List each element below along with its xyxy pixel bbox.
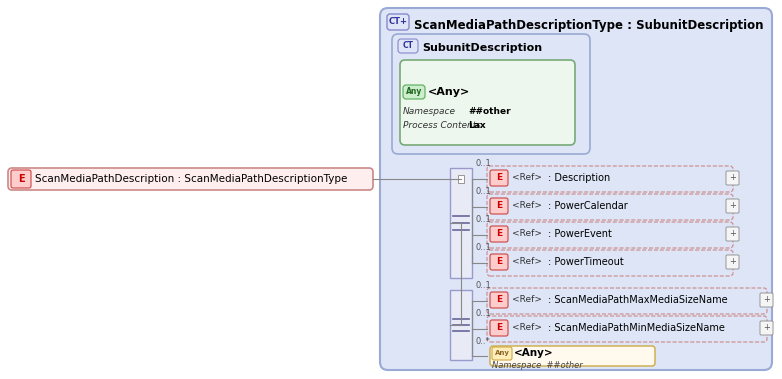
Text: 0..1: 0..1 xyxy=(476,282,492,290)
Text: Any: Any xyxy=(494,351,510,357)
Text: Any: Any xyxy=(406,88,422,97)
Text: : PowerTimeout: : PowerTimeout xyxy=(548,257,624,267)
Text: 0..1: 0..1 xyxy=(476,243,492,252)
Text: <Ref>: <Ref> xyxy=(512,324,542,332)
Text: <Ref>: <Ref> xyxy=(512,202,542,210)
Text: E: E xyxy=(496,257,502,266)
Text: <Any>: <Any> xyxy=(428,87,470,97)
FancyBboxPatch shape xyxy=(492,347,512,360)
Text: 0..1: 0..1 xyxy=(476,310,492,318)
FancyBboxPatch shape xyxy=(380,8,772,370)
Text: E: E xyxy=(496,324,502,332)
FancyBboxPatch shape xyxy=(8,168,373,190)
Text: : Description: : Description xyxy=(548,173,610,183)
Text: E: E xyxy=(496,174,502,183)
FancyBboxPatch shape xyxy=(490,170,508,186)
Text: <Ref>: <Ref> xyxy=(512,174,542,183)
Text: 0..1: 0..1 xyxy=(476,188,492,196)
Text: 0..*: 0..* xyxy=(476,338,491,346)
Text: 0..1: 0..1 xyxy=(476,216,492,224)
Text: +: + xyxy=(763,324,770,332)
FancyBboxPatch shape xyxy=(726,227,739,241)
FancyBboxPatch shape xyxy=(760,321,773,335)
Text: E: E xyxy=(496,296,502,304)
Text: CT: CT xyxy=(403,41,414,50)
Text: : ScanMediaPathMinMediaSizeName: : ScanMediaPathMinMediaSizeName xyxy=(548,323,725,333)
Text: Namespace  ##other: Namespace ##other xyxy=(492,362,583,371)
Text: ##other: ##other xyxy=(468,108,511,116)
FancyBboxPatch shape xyxy=(490,254,508,270)
Text: Namespace: Namespace xyxy=(403,108,456,116)
FancyBboxPatch shape xyxy=(400,60,575,145)
FancyBboxPatch shape xyxy=(392,34,590,154)
Text: <Ref>: <Ref> xyxy=(512,230,542,238)
FancyBboxPatch shape xyxy=(11,170,31,188)
Text: +: + xyxy=(729,174,736,183)
Text: <Ref>: <Ref> xyxy=(512,257,542,266)
Text: Lax: Lax xyxy=(468,122,486,130)
FancyBboxPatch shape xyxy=(398,39,418,53)
FancyBboxPatch shape xyxy=(726,171,739,185)
Text: ScanMediaPathDescriptionType : SubunitDescription: ScanMediaPathDescriptionType : SubunitDe… xyxy=(414,19,763,33)
Text: +: + xyxy=(729,230,736,238)
Text: CT+: CT+ xyxy=(389,17,407,27)
Text: E: E xyxy=(496,230,502,238)
FancyBboxPatch shape xyxy=(726,199,739,213)
Text: <Any>: <Any> xyxy=(514,348,554,358)
FancyBboxPatch shape xyxy=(403,85,425,99)
FancyBboxPatch shape xyxy=(490,198,508,214)
Text: +: + xyxy=(729,257,736,266)
Text: : PowerCalendar: : PowerCalendar xyxy=(548,201,628,211)
FancyBboxPatch shape xyxy=(387,14,409,30)
FancyBboxPatch shape xyxy=(458,175,464,183)
FancyBboxPatch shape xyxy=(450,168,472,278)
FancyBboxPatch shape xyxy=(490,292,508,308)
Text: E: E xyxy=(496,202,502,210)
Text: +: + xyxy=(729,202,736,210)
Text: <Ref>: <Ref> xyxy=(512,296,542,304)
Text: 0..1: 0..1 xyxy=(476,160,492,169)
FancyBboxPatch shape xyxy=(490,346,655,366)
Text: SubunitDescription: SubunitDescription xyxy=(422,43,542,53)
FancyBboxPatch shape xyxy=(490,226,508,242)
Text: +: + xyxy=(763,296,770,304)
FancyBboxPatch shape xyxy=(490,320,508,336)
Text: : ScanMediaPathMaxMediaSizeName: : ScanMediaPathMaxMediaSizeName xyxy=(548,295,727,305)
FancyBboxPatch shape xyxy=(450,290,472,360)
Text: : PowerEvent: : PowerEvent xyxy=(548,229,612,239)
Text: Process Contents: Process Contents xyxy=(403,122,481,130)
Text: ScanMediaPathDescription : ScanMediaPathDescriptionType: ScanMediaPathDescription : ScanMediaPath… xyxy=(35,174,347,184)
FancyBboxPatch shape xyxy=(760,293,773,307)
FancyBboxPatch shape xyxy=(726,255,739,269)
Text: E: E xyxy=(18,174,24,184)
